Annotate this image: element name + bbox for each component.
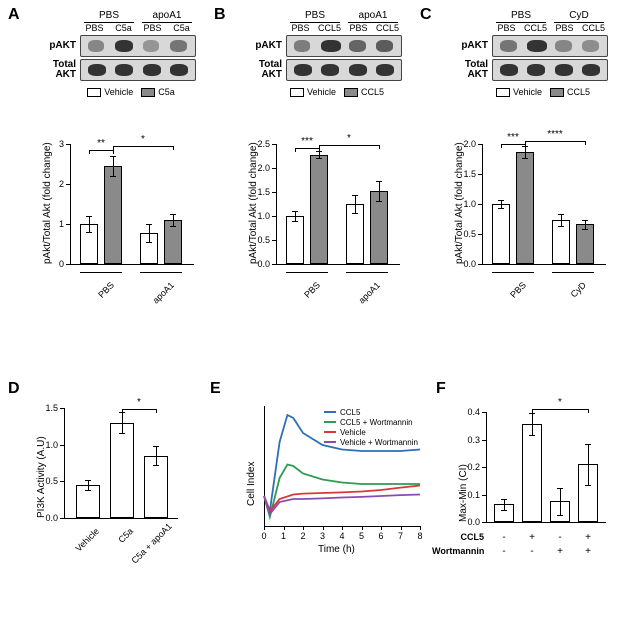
grp: PBS — [84, 10, 134, 23]
swatch-treat — [141, 88, 155, 97]
grp: apoA1 — [142, 10, 192, 23]
panel-a-blots: PBS apoA1 PBS C5a PBS C5a pAKT Total AKT… — [46, 10, 196, 97]
lgd: CCL5 — [361, 87, 384, 97]
swatch-vehicle — [496, 88, 510, 97]
swatch-vehicle — [290, 88, 304, 97]
blot-strip — [80, 59, 196, 81]
panel-label-c: C — [420, 6, 432, 24]
sub: PBS — [286, 23, 315, 33]
sub: CCL5 — [315, 23, 344, 33]
swatch-treat — [344, 88, 358, 97]
panel-label-d: D — [8, 380, 20, 398]
sub: PBS — [138, 23, 167, 33]
panel-label-b: B — [214, 6, 226, 24]
lgd: Vehicle — [513, 87, 542, 97]
blot-strip — [492, 35, 608, 57]
sub: C5a — [167, 23, 196, 33]
chart-f: 0.00.10.20.30.4Max-Min (CI)*CCL5-+-+Wort… — [452, 398, 612, 598]
blot-strip — [80, 35, 196, 57]
row-label: pAKT — [252, 41, 286, 51]
grp: CyD — [554, 10, 604, 23]
panel-b-blots: PBS apoA1 PBS CCL5 PBS CCL5 pAKT Total A… — [252, 10, 402, 97]
grp: PBS — [290, 10, 340, 23]
panel-label-e: E — [210, 380, 221, 398]
lgd: C5a — [158, 87, 175, 97]
panel-c-blots: PBS CyD PBS CCL5 PBS CCL5 pAKT Total AKT… — [458, 10, 608, 97]
sub: PBS — [344, 23, 373, 33]
row-label: Total AKT — [458, 60, 492, 80]
sub: PBS — [492, 23, 521, 33]
lgd: CCL5 — [567, 87, 590, 97]
swatch-treat — [550, 88, 564, 97]
row-label: Total AKT — [46, 60, 80, 80]
chart-a: 0123pAkt/Total Akt (fold change)PBSapoA1… — [36, 130, 200, 330]
lgd: Vehicle — [307, 87, 336, 97]
sub: CCL5 — [579, 23, 608, 33]
grp: apoA1 — [348, 10, 398, 23]
swatch-vehicle — [87, 88, 101, 97]
blot-strip — [286, 59, 402, 81]
lgd: Vehicle — [104, 87, 133, 97]
sub: CCL5 — [373, 23, 402, 33]
blot-strip — [286, 35, 402, 57]
chart-d: 0.00.51.01.5PI3K Activity (A.U)VehicleC5… — [30, 398, 190, 598]
sub: PBS — [550, 23, 579, 33]
row-label: pAKT — [46, 41, 80, 51]
panel-label-a: A — [8, 6, 20, 24]
blot-strip — [492, 59, 608, 81]
sub: C5a — [109, 23, 138, 33]
sub: CCL5 — [521, 23, 550, 33]
sub: PBS — [80, 23, 109, 33]
chart-b: 0.00.51.01.52.02.5pAkt/Total Akt (fold c… — [242, 130, 406, 330]
row-label: pAKT — [458, 41, 492, 51]
grp: PBS — [496, 10, 546, 23]
row-label: Total AKT — [252, 60, 286, 80]
panel-label-f: F — [436, 380, 446, 398]
chart-e: 012345678Time (h)Cell IndexCCL5CCL5 + Wo… — [230, 398, 430, 578]
chart-c: 0.00.51.01.52.0pAkt/Total Akt (fold chan… — [448, 130, 612, 330]
